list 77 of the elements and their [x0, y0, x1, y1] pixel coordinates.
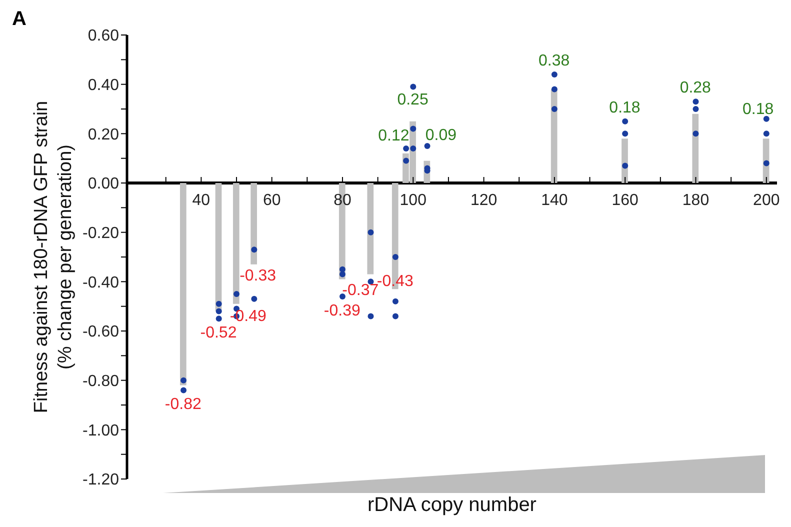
y-tick-label: -0.20	[82, 225, 120, 242]
point	[180, 387, 187, 394]
data-label: -0.33	[240, 267, 276, 284]
bar	[550, 89, 558, 183]
data-label: 0.18	[742, 100, 774, 118]
x-tick-label: 160	[612, 192, 639, 209]
bar	[622, 138, 628, 183]
data-label: -0.82	[164, 396, 202, 414]
data-label: 0.09	[425, 126, 457, 144]
point	[216, 300, 222, 307]
point	[339, 266, 346, 272]
x-tick-label: 120	[470, 192, 498, 209]
point	[692, 98, 699, 105]
y-axis-title: Fitness against 180-rDNA GFP strain (% change per generation)	[31, 100, 76, 414]
data-label: 0.38	[538, 52, 570, 70]
data-label: -0.43	[376, 273, 414, 290]
bar	[232, 183, 240, 304]
point	[692, 106, 699, 112]
point	[410, 145, 416, 152]
point	[392, 254, 398, 260]
data-label: 0.12	[378, 127, 410, 144]
x-tick-label: 100	[400, 192, 427, 209]
y-tick-label: 0.40	[88, 77, 120, 94]
point	[622, 162, 628, 169]
x-tick-label: 180	[682, 192, 710, 209]
point	[763, 160, 770, 166]
x-tick-label: 80	[334, 192, 352, 209]
point	[622, 118, 628, 124]
y-tick-label: 0.00	[88, 176, 120, 193]
data-label: 0.25	[397, 91, 428, 108]
point	[251, 296, 258, 302]
point	[410, 126, 416, 132]
point	[368, 229, 374, 236]
point	[216, 316, 222, 322]
x-tick-label: 200	[753, 192, 780, 209]
data-label: 0.18	[609, 99, 640, 116]
point	[251, 246, 258, 253]
x-tick-label: 60	[262, 192, 281, 209]
y-tick-label: 0.20	[88, 126, 120, 144]
point	[234, 291, 240, 297]
point	[424, 143, 430, 149]
point	[403, 158, 410, 164]
bar	[692, 114, 699, 183]
data-label: 0.28	[680, 80, 712, 97]
x-axis-title: rDNA copy number	[366, 494, 538, 517]
data-label: -0.49	[230, 308, 266, 326]
point	[551, 86, 558, 92]
data-label: -0.37	[342, 282, 379, 300]
x-tick-label: 40	[192, 192, 210, 209]
point	[622, 130, 628, 137]
point	[551, 106, 558, 112]
point	[763, 130, 770, 137]
data-label: -0.52	[200, 324, 237, 342]
y-tick-label: -1.00	[82, 422, 120, 440]
point	[392, 298, 398, 304]
point	[551, 71, 558, 78]
bar	[215, 183, 222, 312]
bar	[367, 183, 374, 274]
point	[180, 377, 187, 384]
chart-title: A	[12, 8, 26, 31]
y-tick-label: -0.60	[82, 324, 120, 341]
x-tick-label: 140	[541, 192, 568, 209]
data-label: -0.39	[324, 302, 360, 320]
point	[368, 313, 374, 320]
point	[692, 130, 699, 137]
point	[403, 145, 410, 152]
point	[763, 116, 770, 122]
y-tick-label: 0.60	[88, 28, 120, 45]
y-tick-label: -1.20	[82, 472, 120, 489]
point	[392, 313, 398, 320]
point	[216, 308, 222, 314]
point	[410, 84, 416, 90]
y-tick-label: -0.80	[82, 373, 120, 390]
bar	[250, 183, 257, 264]
point	[339, 271, 346, 278]
bar	[180, 183, 186, 386]
y-tick-label: -0.40	[82, 274, 120, 292]
